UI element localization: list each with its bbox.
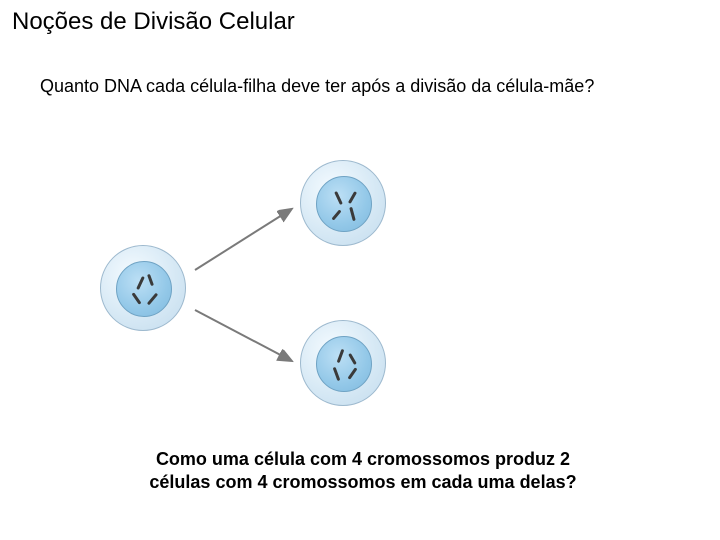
arrow-to-bottom xyxy=(90,150,430,410)
bottom-question-text: Como uma célula com 4 cromossomos produz… xyxy=(128,448,598,495)
question-text: Quanto DNA cada célula-filha deve ter ap… xyxy=(40,76,594,97)
page-title: Noções de Divisão Celular xyxy=(12,8,295,36)
cell-division-diagram xyxy=(90,150,430,410)
